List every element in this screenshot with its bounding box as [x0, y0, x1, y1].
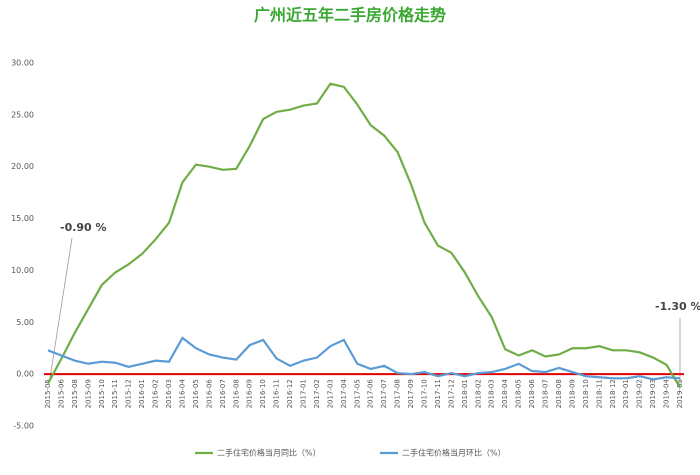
x-tick-label: 2018-07 — [542, 379, 550, 408]
chart-title: 广州近五年二手房价格走势 — [254, 6, 446, 25]
y-tick-label: 0.00 — [16, 370, 34, 379]
series-line — [47, 336, 681, 381]
x-tick-label: 2018-03 — [488, 379, 496, 408]
x-tick-label: 2018-09 — [568, 379, 576, 408]
x-tick-label: 2017-07 — [380, 379, 388, 408]
leader-line — [49, 237, 73, 379]
x-tick-label: 2017-03 — [326, 379, 334, 408]
x-tick-label: 2016-10 — [259, 379, 267, 408]
x-tick-label: 2018-02 — [474, 379, 482, 408]
legend-label: 二手住宅价格当月环比（%） — [402, 448, 506, 458]
y-tick-label: -5.00 — [13, 422, 34, 431]
y-tick-label: 5.00 — [16, 318, 34, 327]
x-tick-label: 2015-10 — [98, 379, 106, 408]
x-tick-label: 2015-06 — [57, 379, 65, 409]
x-tick-label: 2016-09 — [246, 379, 254, 408]
x-tick-label: 2017-10 — [421, 379, 429, 408]
x-tick-label: 2016-08 — [232, 379, 240, 408]
y-tick-label: 10.00 — [11, 266, 34, 275]
x-tick-label: 2016-02 — [152, 379, 160, 408]
x-tick-label: 2016-01 — [138, 379, 146, 408]
series-line — [47, 82, 681, 389]
x-tick-label: 2017-01 — [299, 379, 307, 408]
x-tick-label: 2017-12 — [447, 379, 455, 408]
x-tick-label: 2018-06 — [528, 379, 536, 409]
x-tick-label: 2016-03 — [165, 379, 173, 408]
y-tick-label: 30.00 — [11, 59, 34, 68]
x-tick-label: 2016-04 — [178, 379, 186, 409]
x-tick-label: 2017-09 — [407, 379, 415, 408]
x-tick-label: 2018-01 — [461, 379, 469, 408]
y-tick-label: 15.00 — [11, 214, 34, 223]
x-tick-label: 2015-09 — [84, 379, 92, 408]
x-tick-label: 2018-12 — [609, 379, 617, 408]
x-tick-label: 2018-11 — [595, 379, 603, 408]
x-tick-label: 2017-02 — [313, 379, 321, 408]
x-tick-label: 2019-01 — [622, 379, 630, 408]
annotation: -1.30 % — [655, 300, 700, 313]
y-tick-label: 25.00 — [11, 110, 34, 119]
x-tick-label: 2015-05 — [44, 379, 52, 408]
x-tick-label: 2019-04 — [663, 379, 671, 409]
x-tick-label: 2018-05 — [515, 379, 523, 408]
x-tick-label: 2019-03 — [649, 379, 657, 408]
x-tick-label: 2019-02 — [636, 379, 644, 408]
x-tick-label: 2015-12 — [125, 379, 133, 408]
x-tick-label: 2015-11 — [111, 379, 119, 408]
x-tick-label: 2017-05 — [353, 379, 361, 408]
x-tick-label: 2016-06 — [205, 379, 213, 409]
x-tick-label: 2016-07 — [219, 379, 227, 408]
x-tick-label: 2016-12 — [286, 379, 294, 408]
x-tick-label: 2016-05 — [192, 379, 200, 408]
y-tick-label: 20.00 — [11, 162, 34, 171]
x-tick-label: 2018-08 — [555, 379, 563, 408]
x-tick-label: 2017-04 — [340, 379, 348, 409]
x-tick-label: 2017-08 — [394, 379, 402, 408]
x-tick-label: 2015-08 — [71, 379, 79, 408]
x-tick-label: 2017-11 — [434, 379, 442, 408]
annotation: -0.90 % — [60, 221, 107, 234]
x-tick-label: 2019-05 — [676, 379, 684, 408]
x-tick-label: 2018-04 — [501, 379, 509, 409]
legend-label: 二手住宅价格当月同比（%） — [217, 448, 321, 458]
x-tick-label: 2018-10 — [582, 379, 590, 408]
x-tick-label: 2017-06 — [367, 379, 375, 409]
x-tick-label: 2016-11 — [273, 379, 281, 408]
